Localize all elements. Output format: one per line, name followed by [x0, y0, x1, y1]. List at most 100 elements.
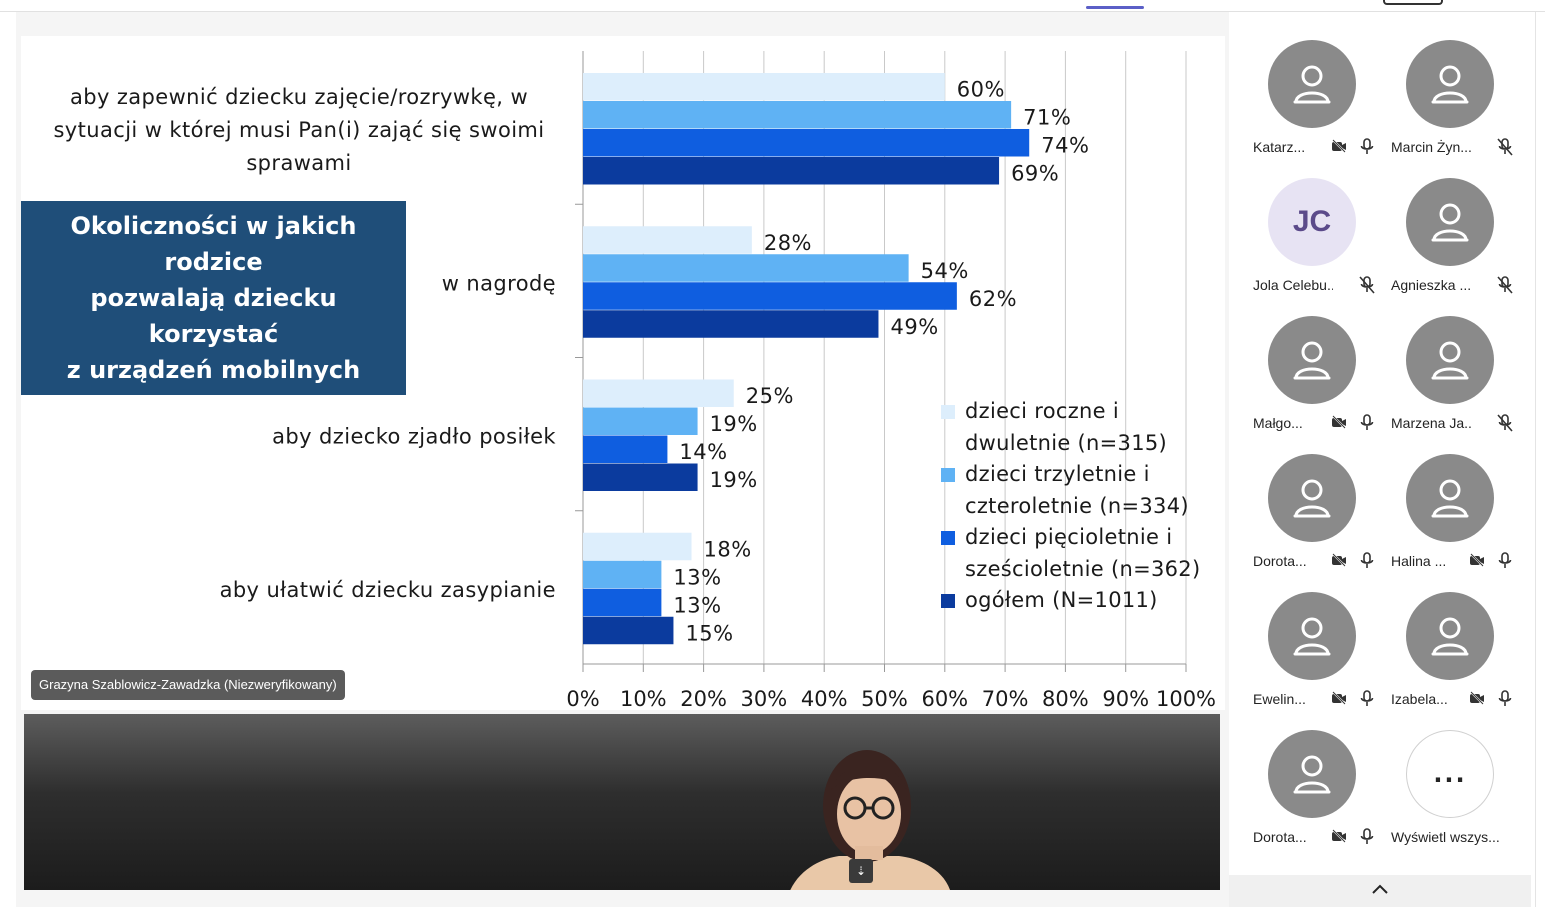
- person-icon: [1406, 316, 1494, 404]
- mic-icon: [1359, 552, 1375, 570]
- legend-item: dzieci pięcioletnie i sześcioletnie (n=36…: [941, 522, 1221, 585]
- bar: [583, 532, 692, 561]
- bar: [583, 560, 662, 589]
- legend-label: dzieci trzyletnie i czteroletnie (n=334): [965, 459, 1189, 522]
- x-tick-label: 50%: [861, 687, 908, 710]
- participant-tile[interactable]: Katarz...: [1243, 12, 1381, 155]
- participant-name: Katarz...: [1253, 139, 1306, 155]
- bar: [583, 407, 698, 435]
- category-label: aby zapewnić dziecku zajęcie/rozrywkę, w: [70, 85, 528, 109]
- bar: [583, 129, 1030, 157]
- mic-icon: [1359, 414, 1375, 432]
- person-icon: [1406, 178, 1494, 266]
- mic-off-icon: [1497, 276, 1513, 294]
- bar: [583, 616, 674, 645]
- legend-label: dzieci pięcioletnie i sześcioletnie (n=36…: [965, 522, 1200, 585]
- participant-tile[interactable]: Izabela...: [1381, 564, 1519, 707]
- show-all-participants-tile[interactable]: ... Wyświetl wszys...: [1381, 702, 1519, 845]
- x-tick-label: 40%: [801, 687, 848, 710]
- person-icon: [1268, 454, 1356, 542]
- legend-item: dzieci roczne i dwuletnie (n=315): [941, 396, 1221, 459]
- mic-icon: [1359, 828, 1375, 846]
- bar-value-label: 54%: [921, 259, 969, 283]
- person-icon: [1406, 40, 1494, 128]
- mic-off-icon: [1497, 414, 1513, 432]
- chevron-up-icon[interactable]: [1371, 883, 1389, 895]
- camera-off-icon: [1331, 690, 1347, 708]
- legend-swatch: [941, 594, 955, 608]
- bar-value-label: 60%: [957, 78, 1005, 102]
- participant-tile[interactable]: Małgo...: [1243, 288, 1381, 431]
- bar-value-label: 19%: [710, 412, 758, 436]
- bar-value-label: 49%: [890, 315, 938, 339]
- participant-tile[interactable]: Marcin Żyn...: [1381, 12, 1519, 156]
- camera-off-icon: [1331, 828, 1347, 846]
- panel-divider: [1535, 12, 1536, 907]
- slide-title-line: Okoliczności w jakich rodzice: [70, 212, 357, 276]
- participant-name: Marcin Żyn...: [1391, 139, 1471, 155]
- bar-chart: 0% 10% 20% 30% 40% 50% 60% 70% 80% 90% 100% 60% 71% 7…: [53, 51, 1216, 710]
- person-icon: [1268, 730, 1356, 818]
- participant-name: Dorota...: [1253, 553, 1307, 569]
- x-tick-label: 90%: [1102, 687, 1149, 710]
- mic-icon: [1497, 690, 1513, 708]
- legend-label-line: sześcioletnie (n=362): [965, 556, 1201, 581]
- slide-title-line: pozwalają dziecku korzystać: [90, 284, 337, 348]
- bar: [583, 157, 1000, 185]
- bar-value-label: 14%: [679, 440, 727, 464]
- more-icon: ...: [1406, 730, 1494, 818]
- shared-slide: 0% 10% 20% 30% 40% 50% 60% 70% 80% 90% 100% 60% 71% 7…: [21, 36, 1225, 710]
- mic-off-icon: [1359, 276, 1375, 294]
- participant-tile[interactable]: Dorota...: [1243, 702, 1381, 845]
- bar-value-label: 74%: [1041, 134, 1089, 158]
- participant-name: Dorota...: [1253, 829, 1307, 845]
- top-button[interactable]: [1383, 0, 1443, 5]
- participant-name: Agnieszka ...: [1391, 277, 1471, 293]
- legend-swatch: [941, 405, 955, 419]
- bar-value-label: 69%: [1011, 162, 1059, 186]
- person-icon: [1268, 592, 1356, 680]
- participant-tile[interactable]: Halina ...: [1381, 426, 1519, 569]
- legend-swatch: [941, 531, 955, 545]
- slide-title-line: z urządzeń mobilnych: [66, 356, 361, 384]
- mic-icon: [1359, 690, 1375, 708]
- legend-item: dzieci trzyletnie i czteroletnie (n=334): [941, 459, 1221, 522]
- participant-tile[interactable]: JC Jola Celebu...: [1243, 150, 1381, 294]
- x-tick-label: 80%: [1042, 687, 1089, 710]
- avatar-initials: JC: [1268, 178, 1356, 266]
- speaker-name-tag: Grazyna Szablowicz-Zawadzka (Niezweryfik…: [31, 670, 345, 700]
- video-overlay-icon[interactable]: ⇣: [849, 859, 873, 883]
- legend-label-line: dzieci pięcioletnie i: [965, 525, 1173, 549]
- bar-value-label: 62%: [969, 287, 1017, 311]
- bar: [583, 226, 752, 254]
- camera-off-icon: [1469, 690, 1485, 708]
- chart-legend: dzieci roczne i dwuletnie (n=315) dzieci t…: [941, 396, 1221, 617]
- x-tick-label: 10%: [620, 687, 667, 710]
- bar-value-label: 25%: [746, 384, 794, 408]
- participant-tile[interactable]: Dorota...: [1243, 426, 1381, 569]
- bar: [583, 463, 698, 491]
- camera-off-icon: [1331, 414, 1347, 432]
- camera-off-icon: [1469, 552, 1485, 570]
- bar: [583, 379, 734, 407]
- participants-panel: Katarz... Marcin Żyn... JC Jola Celebu... Ag…: [1229, 12, 1531, 907]
- x-tick-label: 20%: [680, 687, 727, 710]
- participant-tile[interactable]: Ewelin...: [1243, 564, 1381, 707]
- speaker-video[interactable]: ⇣: [24, 714, 1220, 890]
- bar-value-label: 13%: [673, 565, 721, 589]
- x-tick-label: 0%: [566, 687, 599, 710]
- bar: [583, 73, 945, 101]
- person-icon: [1406, 454, 1494, 542]
- collapse-bar[interactable]: [1229, 875, 1531, 907]
- bar-value-label: 19%: [710, 468, 758, 492]
- participant-tile[interactable]: Agnieszka ...: [1381, 150, 1519, 294]
- mic-off-icon: [1497, 138, 1513, 156]
- bar-value-label: 15%: [685, 621, 733, 645]
- person-icon: [1268, 316, 1356, 404]
- bar: [583, 101, 1012, 129]
- participant-name: Ewelin...: [1253, 691, 1306, 707]
- person-icon: [1406, 592, 1494, 680]
- legend-label-line: dwuletnie (n=315): [965, 430, 1168, 455]
- bar: [583, 588, 662, 617]
- participant-tile[interactable]: Marzena Ja...: [1381, 288, 1519, 432]
